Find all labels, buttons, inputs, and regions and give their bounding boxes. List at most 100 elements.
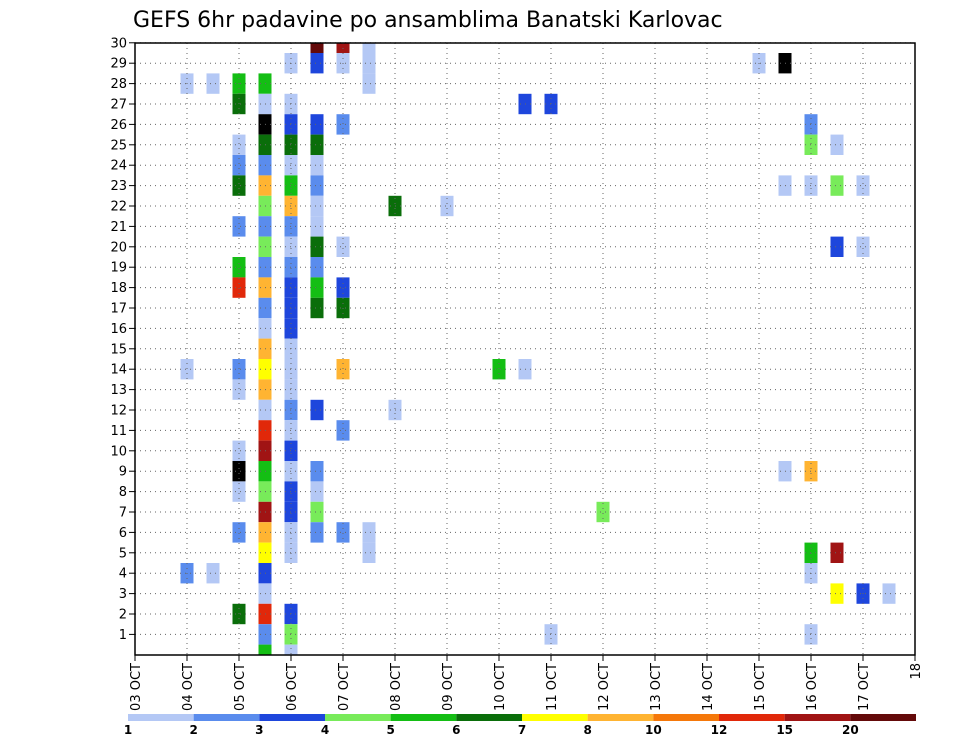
heatmap-cell	[232, 134, 246, 155]
y-tick-label: 26	[110, 118, 127, 133]
heatmap-cell	[362, 43, 376, 53]
y-tick-label: 9	[119, 465, 127, 480]
legend-swatch	[719, 714, 785, 721]
x-tick-label: 04 OCT	[181, 663, 196, 711]
y-tick-label: 16	[110, 322, 127, 337]
heatmap-cell	[310, 297, 324, 319]
x-tick-label: 06 OCT	[285, 663, 300, 711]
legend-label: 3	[255, 723, 263, 737]
heatmap-cell	[336, 236, 350, 257]
x-tick-label: 12 OCT	[597, 663, 612, 711]
legend-swatch	[522, 714, 588, 721]
x-tick-label: 15 OCT	[753, 663, 768, 711]
heatmap-cell	[232, 461, 246, 482]
heatmap-cell	[232, 359, 246, 380]
heatmap-cell	[232, 216, 246, 237]
heatmap-cell	[310, 236, 324, 257]
x-tick-label: 08 OCT	[389, 663, 404, 711]
heatmap-cell	[310, 522, 324, 543]
heatmap-cell	[258, 644, 272, 655]
y-tick-label: 23	[110, 179, 127, 194]
legend-label: 2	[189, 723, 197, 737]
x-tick-label: 13 OCT	[649, 663, 664, 711]
y-tick-label: 5	[119, 546, 127, 561]
x-tick-label: 09 OCT	[441, 663, 456, 711]
heatmap-cell	[336, 359, 350, 380]
legend-label: 20	[842, 723, 859, 737]
heatmap-cell	[856, 236, 870, 257]
heatmap-cell	[232, 277, 246, 298]
legend-label: 4	[321, 723, 329, 737]
legend-swatch	[456, 714, 522, 721]
x-tick-label: 03 OCT	[129, 663, 144, 711]
legend-label: 1	[124, 723, 132, 737]
heatmap-cell	[362, 73, 376, 94]
y-tick-label: 24	[110, 159, 127, 174]
y-tick-label: 21	[110, 220, 127, 235]
heatmap-cell	[310, 195, 324, 217]
chart-title: GEFS 6hr padavine po ansamblima Banatski…	[133, 8, 723, 33]
legend-label: 7	[518, 723, 526, 737]
y-tick-label: 12	[110, 404, 127, 419]
heatmap-cell	[830, 583, 844, 604]
y-tick-label: 2	[119, 608, 127, 623]
legend-swatch	[653, 714, 719, 721]
heatmap-cell	[440, 195, 454, 217]
heatmap-cell	[180, 359, 194, 380]
heatmap-cell	[336, 522, 350, 543]
heatmap-cell	[310, 175, 324, 196]
x-axis: 03 OCT 04 OCT 05 OCT 06 OCT 07 OCT 08 OCT 09 O…	[129, 655, 924, 711]
legend-swatch	[325, 714, 391, 721]
y-tick-label: 6	[119, 526, 127, 541]
heatmap-cell	[232, 379, 246, 400]
heatmap-cell	[830, 175, 844, 196]
heatmap-cell	[206, 73, 220, 94]
legend-label: 15	[776, 723, 793, 737]
heatmap-cell	[310, 43, 324, 53]
heatmap-cell	[336, 277, 350, 298]
heatmap-cell	[310, 155, 324, 176]
legend-label: 8	[583, 723, 591, 737]
legend-swatch	[259, 714, 325, 721]
heatmap-cell	[310, 53, 324, 74]
y-tick-label: 18	[110, 281, 127, 296]
x-tick-label: 16 OCT	[805, 663, 820, 711]
y-tick-label: 4	[119, 567, 127, 582]
heatmap-cell	[362, 522, 376, 543]
heatmap-cell	[492, 359, 506, 380]
heatmap-cell	[206, 563, 220, 584]
heatmap-cell	[232, 440, 246, 461]
heatmap-cell	[310, 114, 324, 135]
x-tick-label: 17 OCT	[857, 663, 872, 711]
heatmap-cell	[310, 481, 324, 502]
legend-swatch	[193, 714, 260, 721]
legend-label: 6	[452, 723, 460, 737]
heatmap-cell	[232, 257, 246, 278]
heatmap-cell	[596, 501, 610, 523]
heatmap-cell	[336, 420, 350, 441]
legend-swatch	[128, 714, 194, 721]
y-tick-label: 1	[119, 628, 127, 643]
y-tick-label: 19	[110, 261, 127, 276]
heatmap-cell	[362, 53, 376, 74]
legend-swatch	[390, 714, 457, 721]
x-tick-label: 05 OCT	[233, 663, 248, 711]
legend-label: 10	[645, 723, 662, 737]
y-tick-label: 3	[119, 587, 127, 602]
heatmap-cell	[830, 236, 844, 257]
y-tick-label: 8	[119, 485, 127, 500]
heatmap-cell	[232, 481, 246, 502]
legend-label: 12	[711, 723, 728, 737]
heatmap-cell	[310, 501, 324, 523]
y-tick-label: 22	[110, 200, 127, 215]
heatmap-cell	[882, 583, 896, 604]
y-tick-label: 17	[110, 302, 127, 317]
legend-swatch	[850, 714, 916, 721]
heatmap-cell	[310, 257, 324, 278]
heatmap-cells	[180, 43, 896, 655]
x-tick-label: 11 OCT	[545, 663, 560, 711]
y-tick-label: 14	[110, 363, 127, 378]
heatmap-cell	[232, 175, 246, 196]
legend-label: 5	[386, 723, 394, 737]
